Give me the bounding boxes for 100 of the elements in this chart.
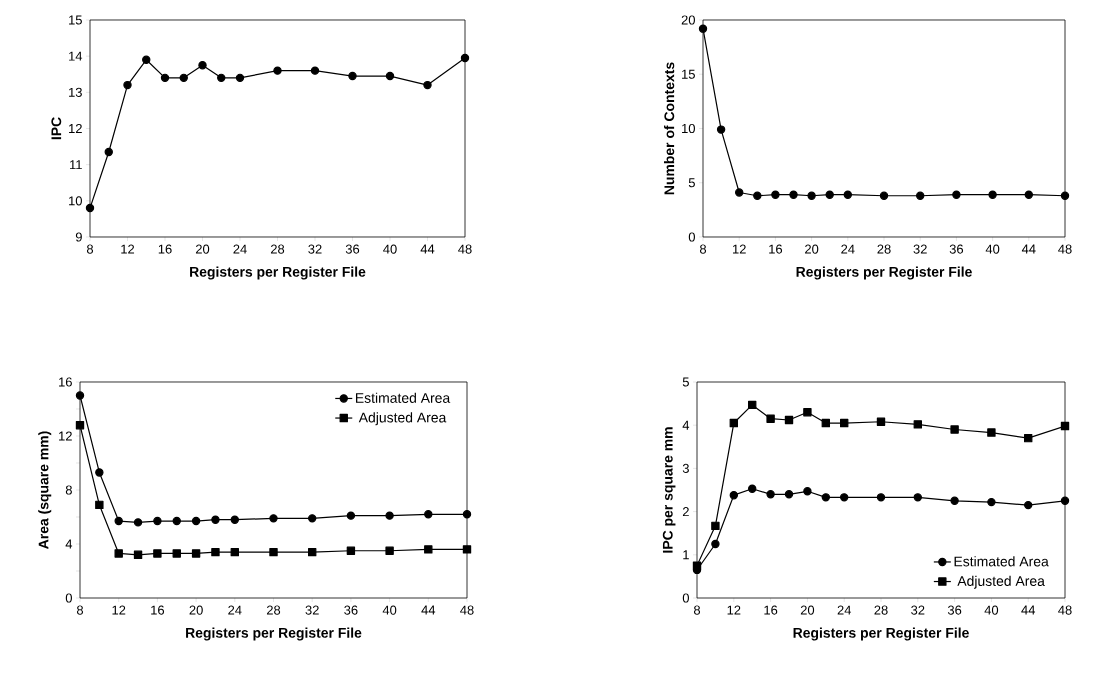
x-tick-label: 24 bbox=[228, 605, 242, 615]
x-tick-label: 8 bbox=[86, 244, 94, 254]
point bbox=[843, 190, 853, 199]
y-tick-label: 10 bbox=[69, 196, 82, 206]
point bbox=[385, 511, 394, 520]
x-tick-label: 48 bbox=[460, 605, 474, 615]
y-tick-label: 5 bbox=[688, 178, 695, 188]
point bbox=[1024, 500, 1033, 510]
x-tick-label: 28 bbox=[266, 605, 281, 615]
point bbox=[85, 203, 95, 213]
point bbox=[988, 190, 997, 199]
point bbox=[142, 55, 151, 64]
point bbox=[913, 420, 923, 429]
point bbox=[310, 66, 320, 75]
y-tick-label: 4 bbox=[65, 539, 73, 549]
x-axis-title: Registers per Register File bbox=[796, 266, 972, 280]
x-tick-label: 12 bbox=[727, 605, 741, 615]
point bbox=[803, 487, 812, 496]
point bbox=[789, 190, 798, 199]
y-tick-label: 9 bbox=[75, 232, 82, 242]
point bbox=[133, 518, 143, 527]
point bbox=[821, 493, 831, 502]
y-tick-label: 0 bbox=[65, 593, 72, 603]
point bbox=[950, 496, 959, 505]
point bbox=[952, 190, 961, 199]
y-tick-label: 13 bbox=[69, 87, 82, 97]
x-tick-label: 28 bbox=[270, 244, 285, 254]
point bbox=[211, 547, 220, 557]
point bbox=[729, 418, 739, 428]
point bbox=[1060, 421, 1070, 431]
y-tick-label: 15 bbox=[69, 15, 82, 25]
x-tick-label: 16 bbox=[769, 244, 783, 254]
x-tick-label: 48 bbox=[1058, 605, 1072, 615]
point bbox=[916, 191, 925, 200]
y-tick-label: 4 bbox=[682, 420, 690, 430]
point bbox=[308, 514, 317, 523]
x-tick-label: 24 bbox=[233, 244, 247, 254]
point bbox=[114, 549, 123, 558]
point bbox=[821, 418, 831, 428]
point bbox=[1060, 191, 1070, 200]
point bbox=[462, 545, 472, 554]
x-tick-label: 16 bbox=[151, 605, 165, 615]
point bbox=[784, 490, 794, 499]
y-tick-label: 14 bbox=[69, 51, 83, 61]
y-axis-title: IPC per square mm bbox=[662, 427, 676, 553]
x-tick-label: 44 bbox=[1021, 244, 1036, 254]
x-tick-label: 12 bbox=[121, 244, 135, 254]
point bbox=[230, 547, 239, 557]
point bbox=[235, 73, 245, 83]
point bbox=[424, 510, 433, 519]
y-tick-label: 12 bbox=[69, 123, 82, 134]
point bbox=[273, 66, 282, 75]
point bbox=[198, 61, 207, 70]
y-tick-label: 16 bbox=[59, 377, 72, 387]
point bbox=[269, 547, 278, 557]
x-tick-label: 44 bbox=[1021, 605, 1036, 615]
x-tick-label: 20 bbox=[189, 605, 203, 615]
point bbox=[346, 546, 356, 555]
y-tick-label: 0 bbox=[688, 232, 695, 242]
x-tick-label: 36 bbox=[345, 244, 360, 254]
point bbox=[766, 490, 775, 499]
point bbox=[748, 484, 757, 493]
point bbox=[211, 515, 220, 524]
point bbox=[95, 500, 104, 510]
point bbox=[385, 546, 394, 555]
x-tick-label: 44 bbox=[420, 244, 435, 254]
legend-label: Estimated Area bbox=[356, 392, 451, 403]
x-tick-label: 36 bbox=[947, 605, 962, 615]
point bbox=[153, 516, 162, 526]
point bbox=[160, 73, 170, 83]
x-tick-label: 32 bbox=[308, 244, 322, 254]
y-tick-label: 15 bbox=[682, 69, 695, 79]
y-axis-title: IPC bbox=[51, 117, 62, 140]
point bbox=[987, 497, 996, 507]
point bbox=[133, 550, 143, 559]
point bbox=[784, 415, 794, 425]
point bbox=[711, 539, 720, 549]
point bbox=[385, 71, 395, 81]
point bbox=[104, 147, 113, 157]
point bbox=[716, 125, 726, 134]
x-tick-label: 28 bbox=[877, 244, 891, 254]
x-tick-label: 16 bbox=[158, 244, 172, 254]
y-tick-label: 20 bbox=[681, 15, 695, 25]
point bbox=[950, 425, 959, 434]
y-tick-label: 12 bbox=[59, 431, 72, 441]
point bbox=[424, 545, 433, 554]
x-tick-label: 40 bbox=[383, 244, 397, 254]
y-tick-label: 8 bbox=[65, 485, 72, 495]
point bbox=[803, 408, 812, 417]
legend-label: Adjusted Area bbox=[957, 575, 1045, 589]
point bbox=[460, 53, 470, 63]
point bbox=[75, 391, 85, 400]
x-tick-label: 20 bbox=[195, 244, 210, 254]
y-tick-label: 1 bbox=[683, 550, 689, 560]
point bbox=[987, 428, 996, 437]
x-tick-label: 20 bbox=[805, 244, 819, 254]
point bbox=[748, 400, 757, 410]
point bbox=[840, 418, 849, 428]
x-tick-label: 48 bbox=[1058, 244, 1072, 254]
point bbox=[172, 549, 181, 558]
